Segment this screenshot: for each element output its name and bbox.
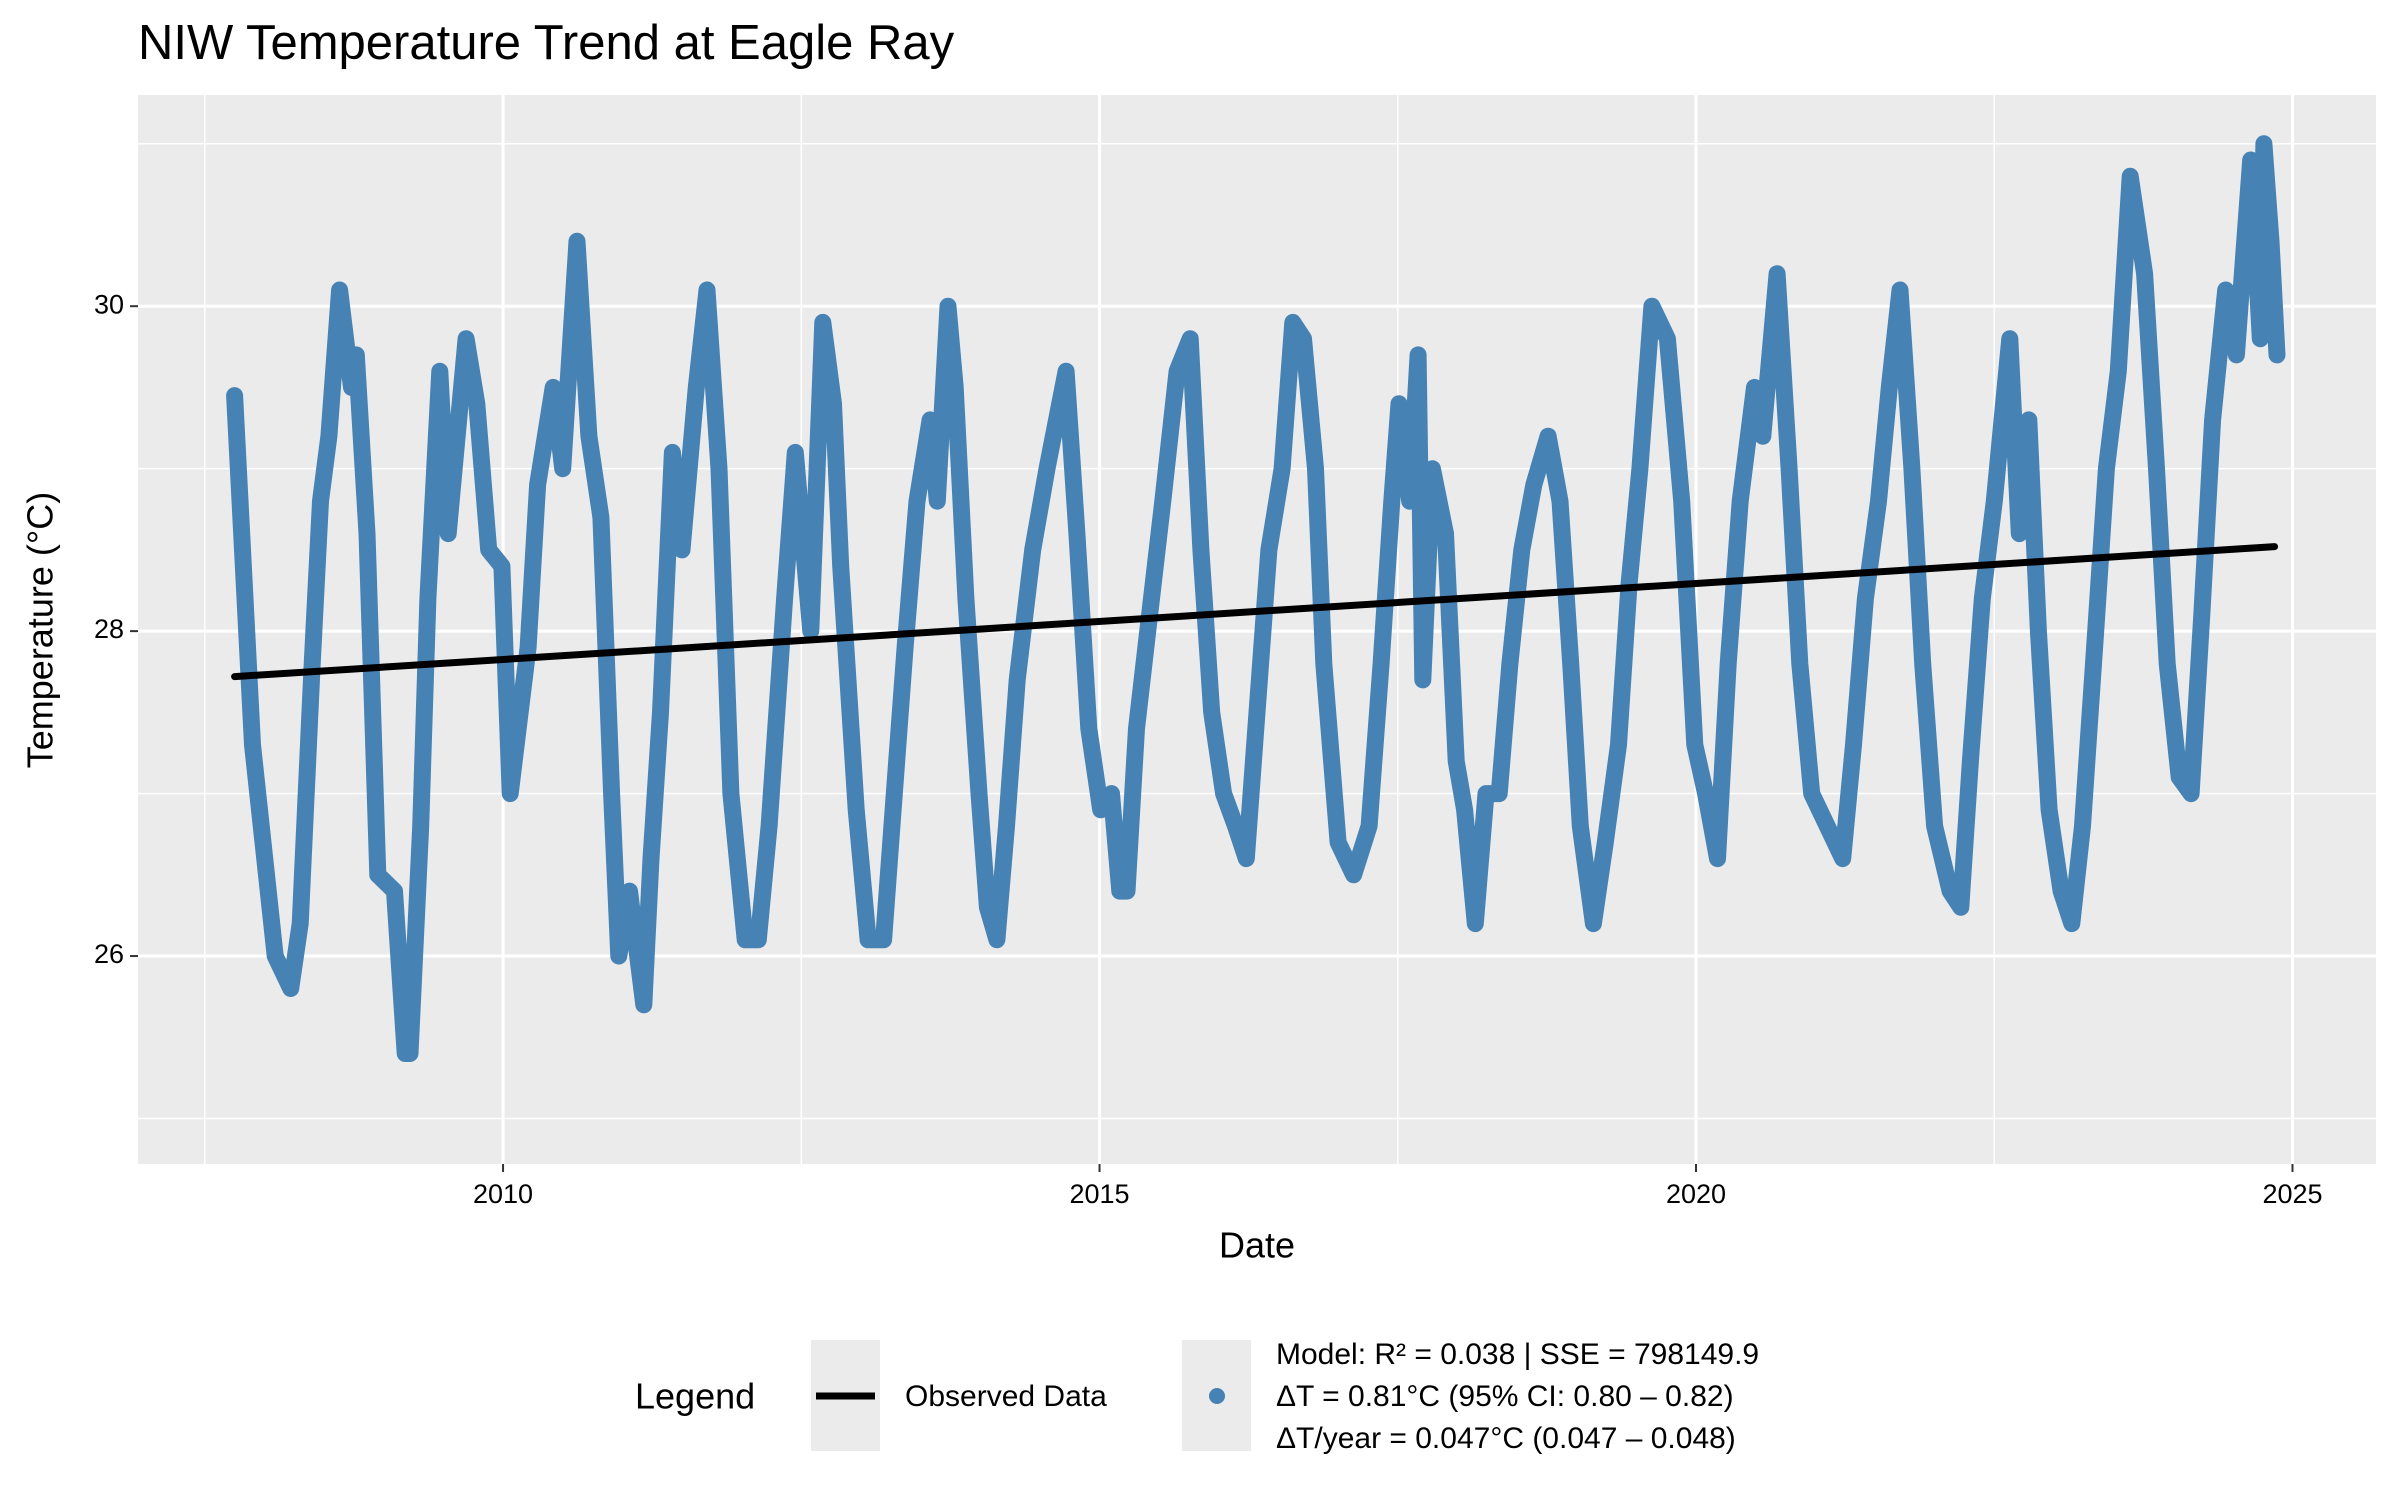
chart-title: NIW Temperature Trend at Eagle Ray <box>138 16 955 70</box>
legend-label: ΔT = 0.81°C (95% CI: 0.80 – 0.82) <box>1276 1380 1734 1413</box>
x-tick-label: 2020 <box>1666 1179 1726 1209</box>
trend-line <box>231 543 2279 681</box>
y-tick-label: 26 <box>94 939 124 969</box>
legend-title: Legend <box>635 1376 755 1417</box>
legend-label: ΔT/year = 0.047°C (0.047 – 0.048) <box>1276 1422 1736 1455</box>
x-axis-title: Date <box>1219 1225 1295 1266</box>
x-tick-label: 2025 <box>2262 1179 2322 1209</box>
legend-label: Model: R² = 0.038 | SSE = 798149.9 <box>1276 1338 1759 1371</box>
legend-key-point <box>1209 1388 1225 1404</box>
x-tick-label: 2015 <box>1069 1179 1129 1209</box>
y-axis-title: Temperature (°C) <box>20 492 61 768</box>
observed-line <box>226 135 2286 1062</box>
legend-label: Observed Data <box>905 1380 1107 1413</box>
y-tick-label: 30 <box>94 289 124 319</box>
y-tick-label: 28 <box>94 614 124 644</box>
x-tick-label: 2010 <box>473 1179 533 1209</box>
